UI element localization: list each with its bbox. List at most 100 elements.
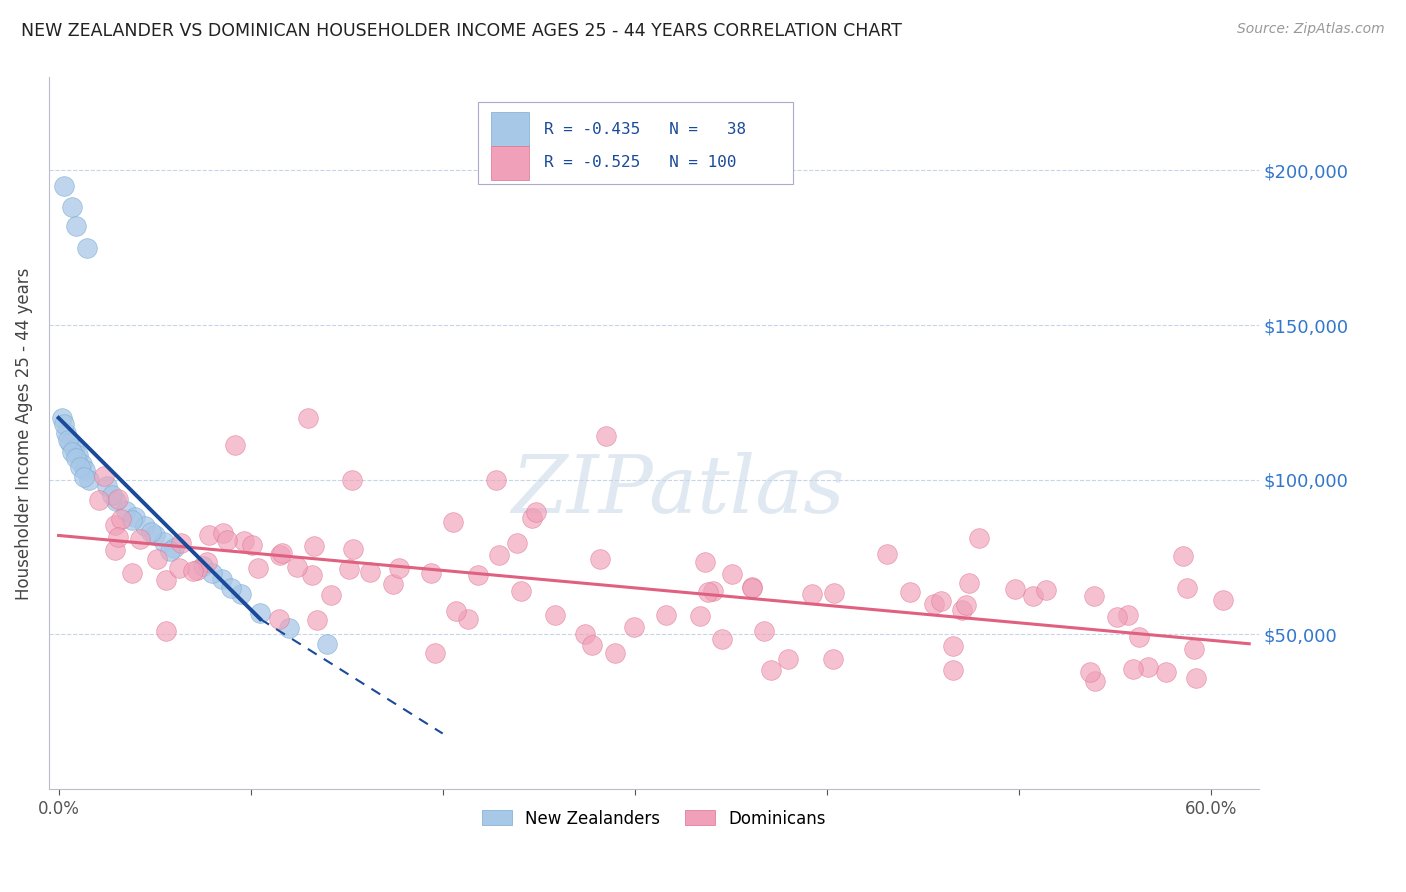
Point <box>53 417 76 431</box>
Point <box>65 451 87 466</box>
Point <box>693 555 716 569</box>
Point <box>589 552 612 566</box>
Point <box>457 612 479 626</box>
Point <box>66 448 89 462</box>
Point <box>60 201 83 215</box>
Point <box>721 567 744 582</box>
Point <box>1116 607 1139 622</box>
Point <box>191 559 214 574</box>
Point <box>1035 582 1057 597</box>
Point <box>93 468 115 483</box>
Point <box>741 582 763 596</box>
Point <box>387 560 409 574</box>
Point <box>114 504 136 518</box>
Point <box>419 566 441 580</box>
Point <box>942 664 965 678</box>
Point <box>217 533 239 547</box>
Point <box>89 492 111 507</box>
Point <box>110 512 132 526</box>
Point <box>509 584 531 599</box>
Point <box>623 620 645 634</box>
Point <box>876 547 898 561</box>
Point <box>524 505 547 519</box>
Point <box>75 463 97 477</box>
Point <box>59 435 82 450</box>
Point <box>710 632 733 646</box>
Point <box>121 513 143 527</box>
Point <box>574 627 596 641</box>
Point <box>163 541 186 555</box>
Point <box>307 613 329 627</box>
Point <box>929 593 952 607</box>
Point <box>823 586 845 600</box>
Point <box>342 542 364 557</box>
Text: R = -0.435   N =   38: R = -0.435 N = 38 <box>544 122 747 136</box>
Point <box>1083 589 1105 603</box>
Point <box>1137 660 1160 674</box>
Point <box>76 241 98 255</box>
Legend: New Zealanders, Dominicans: New Zealanders, Dominicans <box>475 803 832 834</box>
Point <box>302 539 325 553</box>
Point <box>129 532 152 546</box>
Point <box>212 525 235 540</box>
Point <box>107 530 129 544</box>
Point <box>155 574 177 588</box>
Point <box>444 604 467 618</box>
Point <box>441 515 464 529</box>
Point <box>689 608 711 623</box>
Point <box>124 509 146 524</box>
Point <box>1004 582 1026 596</box>
Point <box>155 624 177 639</box>
FancyBboxPatch shape <box>491 145 529 180</box>
Point <box>56 433 79 447</box>
Point <box>382 577 405 591</box>
Point <box>959 576 981 591</box>
Point <box>233 534 256 549</box>
Point <box>69 460 91 475</box>
Point <box>153 534 176 549</box>
Point <box>1182 642 1205 657</box>
Point <box>1022 589 1045 603</box>
Point <box>1185 671 1208 685</box>
Point <box>247 561 270 575</box>
Point <box>104 543 127 558</box>
Point <box>741 580 763 594</box>
Point <box>543 607 565 622</box>
Point <box>269 549 291 563</box>
FancyBboxPatch shape <box>491 112 529 146</box>
Point <box>485 473 508 487</box>
Text: R = -0.525   N = 100: R = -0.525 N = 100 <box>544 155 737 170</box>
Point <box>65 219 87 233</box>
Point <box>60 445 83 459</box>
Point <box>337 562 360 576</box>
Point <box>1175 581 1198 595</box>
Point <box>104 518 127 533</box>
Point <box>1084 674 1107 689</box>
Point <box>1173 549 1195 563</box>
Point <box>898 585 921 599</box>
Point <box>55 426 77 441</box>
Point <box>316 637 339 651</box>
Point <box>702 583 724 598</box>
Point <box>79 473 101 487</box>
FancyBboxPatch shape <box>478 103 793 185</box>
Point <box>522 510 544 524</box>
Point <box>278 621 301 635</box>
Point <box>603 646 626 660</box>
Point <box>1154 665 1177 679</box>
Point <box>924 597 946 611</box>
Point <box>146 551 169 566</box>
Point <box>359 565 381 579</box>
Point <box>942 640 965 654</box>
Point <box>221 581 243 595</box>
Point <box>1212 592 1234 607</box>
Point <box>655 608 678 623</box>
Point <box>72 469 94 483</box>
Point <box>96 479 118 493</box>
Point <box>181 564 204 578</box>
Point <box>423 646 446 660</box>
Point <box>1128 630 1150 644</box>
Point <box>467 568 489 582</box>
Point <box>70 457 93 471</box>
Point <box>240 538 263 552</box>
